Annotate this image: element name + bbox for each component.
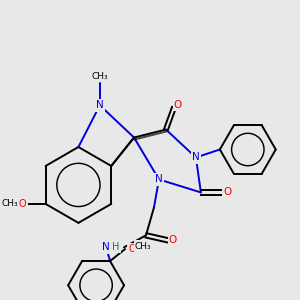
Text: N: N [155, 174, 163, 184]
Text: O: O [224, 188, 232, 197]
Text: O: O [19, 199, 26, 209]
Text: CH₃: CH₃ [1, 200, 18, 208]
Text: N: N [102, 242, 110, 252]
Text: O: O [128, 244, 136, 254]
Text: CH₃: CH₃ [135, 242, 151, 250]
Text: O: O [169, 235, 177, 245]
Text: H: H [112, 242, 120, 252]
Text: O: O [174, 100, 182, 110]
Text: CH₃: CH₃ [92, 72, 108, 81]
Text: N: N [96, 100, 104, 110]
Text: N: N [192, 152, 200, 163]
